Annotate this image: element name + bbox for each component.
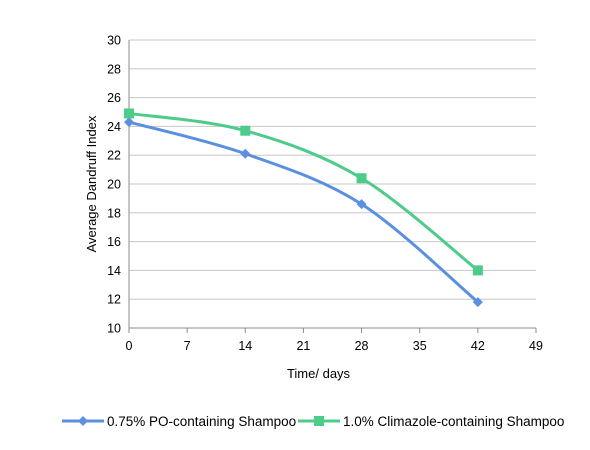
data-point [356,173,367,184]
legend: 0.75% PO-containing Shampoo 1.0% Climazol… [62,414,564,429]
y-tick-label: 18 [107,206,121,220]
gridlines [129,39,536,300]
y-tick-label: 22 [107,149,121,163]
data-point [356,199,367,210]
y-tick-label: 16 [107,235,121,249]
x-tick-label: 21 [296,339,310,353]
x-tick-label: 28 [355,339,369,353]
x-tick-label: 0 [126,339,133,353]
y-tick-label: 14 [107,264,121,278]
data-point [240,148,251,159]
x-tick-label: 42 [471,339,485,353]
data-point [240,125,251,136]
legend-label: 0.75% PO-containing Shampoo [107,414,296,429]
x-tick-label: 7 [184,339,191,353]
y-tick-label: 28 [107,62,121,76]
y-tick-label: 26 [107,91,121,105]
legend-marker [78,416,88,426]
x-axis-title: Time/ days [287,366,351,381]
y-tick-label: 30 [107,34,121,48]
data-point [472,297,483,308]
y-tick-label: 20 [107,178,121,192]
x-tick-label: 14 [238,339,252,353]
series-2 [124,108,483,276]
data-point [472,265,483,276]
legend-label: 1.0% Climazole-containing Shampoo [343,414,564,429]
series-line [127,120,480,304]
legend-marker [314,416,324,426]
legend-item-1: 0.75% PO-containing Shampoo [62,414,296,429]
y-tick-labels: 10 12 14 16 18 20 22 24 26 28 30 [107,34,121,336]
series-line [127,111,480,272]
y-tick-label: 12 [107,293,121,307]
series-1 [124,117,483,308]
x-tick-label: 35 [413,339,427,353]
data-point [124,117,134,128]
series-group [124,108,483,308]
legend-item-2: 1.0% Climazole-containing Shampoo [298,414,564,429]
data-point [124,108,134,119]
x-tick-label: 49 [529,339,543,353]
y-axis-title: Average Dandruff Index [84,115,99,252]
y-tick-label: 24 [107,120,121,134]
y-tick-label: 10 [107,322,121,336]
x-tick-labels: 0 7 14 21 28 35 42 49 [126,328,543,353]
